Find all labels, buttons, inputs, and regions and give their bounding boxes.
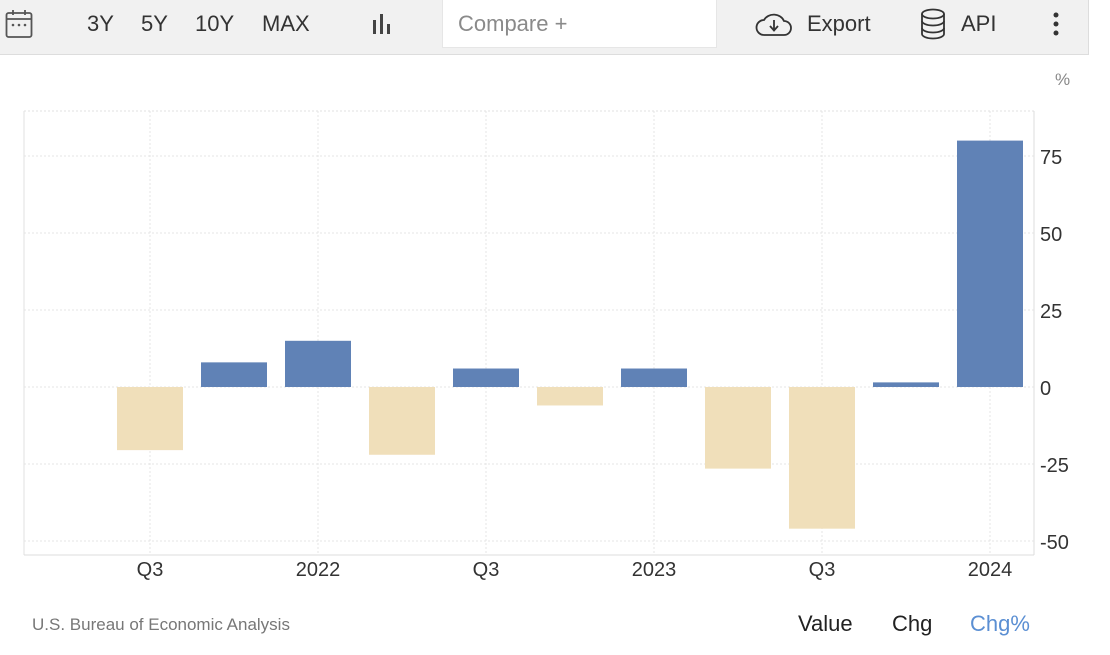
more-vertical-icon[interactable] [1052,12,1060,36]
source-label: U.S. Bureau of Economic Analysis [32,615,290,634]
y-tick-label: 75 [1040,147,1062,169]
database-icon[interactable] [920,8,946,40]
bar-chart: 75 50 25 0 -25 -50 Q3 2022 Q3 2023 Q3 2024 [23,110,1069,581]
x-tick-label: 2024 [968,559,1013,581]
bar-2023-q1 [621,368,687,387]
x-tick-label: 2022 [296,559,341,581]
bar-chart-icon[interactable] [371,12,395,36]
bar-2024-q1 [957,140,1023,387]
x-tick-label: 2023 [632,559,677,581]
tab-chg-pct[interactable]: Chg% [970,611,1030,636]
cloud-download-icon[interactable] [755,11,793,37]
tab-value[interactable]: Value [798,611,853,636]
range-10y-button[interactable]: 10Y [195,11,235,36]
bar-2021-q3 [117,387,183,451]
chart-toolbar: 3Y 5Y 10Y MAX Export API [0,0,1089,55]
y-tick-label: -25 [1040,455,1069,477]
api-button[interactable]: API [961,11,997,36]
compare-input[interactable] [442,0,717,48]
bar-2021-q4 [201,362,267,387]
y-tick-label: 50 [1040,224,1062,246]
y-tick-label: -50 [1040,532,1069,554]
x-tick-label: Q3 [137,559,164,581]
bar-2022-q2 [369,387,435,455]
y-tick-label: 0 [1040,378,1051,400]
bar-2022-q4 [537,387,603,406]
bar-2022-q1 [285,340,351,387]
tab-chg[interactable]: Chg [892,611,933,636]
range-5y-button[interactable]: 5Y [141,11,168,36]
export-button[interactable]: Export [807,11,871,36]
bar-2022-q3 [453,368,519,387]
bar-2023-q3 [789,387,855,529]
bar-2023-q4 [873,382,939,387]
unit-label: % [1055,70,1071,89]
calendar-icon[interactable] [5,9,33,39]
range-3y-button[interactable]: 3Y [87,11,114,36]
range-max-button[interactable]: MAX [262,11,310,36]
x-tick-label: Q3 [809,559,836,581]
y-tick-label: 25 [1040,301,1062,323]
bar-2023-q2 [705,387,771,469]
x-tick-label: Q3 [473,559,500,581]
